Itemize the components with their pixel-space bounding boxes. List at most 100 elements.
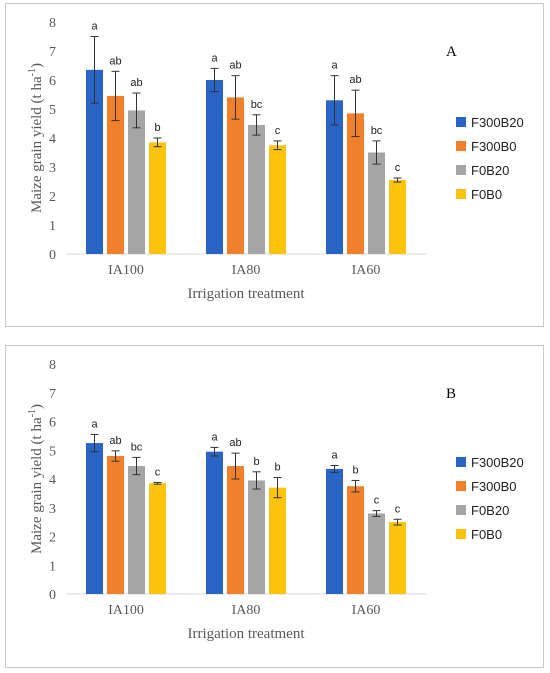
chart-b-legend-swatch [456,457,466,467]
chart-a-significance-letter: a [91,21,98,33]
chart-b-legend-entry: F300B0 [471,479,517,494]
chart-b-bar-f0b0 [149,483,166,594]
chart-a-y-axis-title-main: Maize grain yield ( [29,98,45,213]
chart-panel-b: 0 1 2 3 4 5 6 7 8 IA100 a ab bc c IA80 a ab b b IA60 a b c c Irr… [5,345,544,668]
chart-panel-a: 0 1 2 3 4 5 6 7 8 IA100 a ab ab b IA80 a ab bc c IA60 a ab bc c… [5,3,544,327]
chart-a-bar-f0b0 [389,180,406,254]
chart-a-significance-letter: c [395,162,401,174]
chart-a-significance-letter: a [331,60,338,72]
chart-a-legend-swatch [456,117,466,127]
chart-b-significance-letter: a [91,418,98,430]
chart-b-significance-letter: a [211,431,218,443]
chart-a-significance-letter: ab [349,74,361,86]
chart-a-ytick-label: 5 [49,103,56,118]
chart-b-category-label: IA100 [108,603,144,618]
chart-a-bar-f0b20 [368,152,385,254]
chart-a-bar-f300b20 [326,100,343,254]
chart-a-legend-entry: F0B20 [471,163,509,178]
chart-b-ytick-label: 6 [49,416,56,431]
chart-a-ytick-label: 6 [49,74,56,89]
chart-b-significance-letter: ab [109,435,121,447]
chart-b-ytick-label: 2 [49,531,56,546]
chart-a-svg: 012345678IA100aababbIA80aabbccIA60aabbcc… [27,16,524,302]
chart-b-bar-f300b0 [347,486,364,594]
chart-a-significance-letter: bc [251,99,263,111]
chart-a-category-label: IA80 [232,263,261,278]
chart-a-ytick-label: 1 [49,219,56,234]
chart-a-bar-f300b0 [227,97,244,255]
chart-a-category-label: IA100 [108,263,144,278]
chart-b-y-axis-title-unit: t ha [29,417,45,439]
chart-a-bar-f300b0 [107,95,124,254]
chart-a-legend-swatch [456,165,466,175]
chart-b-ytick-label: 5 [49,444,56,459]
chart-a-y-axis-title-exponent: -1 [27,68,38,76]
chart-a-y-axis-title-close: ) [29,63,45,68]
chart-a-bar-f0b0 [269,145,286,254]
chart-a-bar-f0b20 [248,124,265,254]
chart-b-bar-f300b20 [326,468,343,594]
chart-a-bar-f300b20 [206,80,223,254]
chart-b-bar-f0b0 [389,522,406,594]
chart-b-significance-letter: ab [229,437,241,449]
chart-a-category-label: IA60 [352,263,381,278]
chart-b-bar-f0b20 [368,513,385,594]
chart-a-legend-swatch [456,141,466,151]
chart-b-significance-letter: bc [131,441,143,453]
chart-a-legend-entry: F300B0 [471,139,517,154]
chart-b-significance-letter: a [331,449,338,461]
chart-a-significance-letter: c [275,125,281,137]
chart-b-legend-entry: F0B20 [471,503,509,518]
chart-a-bar-f0b0 [149,142,166,254]
chart-a-significance-letter: a [211,52,218,64]
chart-a-significance-letter: bc [371,125,383,137]
chart-a-ytick-label: 0 [49,248,56,263]
chart-a-bar-f300b20 [86,69,103,254]
chart-b-bar-f300b0 [227,466,244,594]
chart-a-x-axis-title: Irrigation treatment [187,286,305,302]
chart-a-significance-letter: ab [109,55,121,67]
chart-a-ytick-label: 3 [49,161,56,176]
chart-b-bar-f300b0 [107,456,124,594]
chart-b-significance-letter: b [352,464,358,476]
chart-a-ytick-label: 7 [49,45,56,60]
chart-b-bar-f0b20 [248,480,265,594]
chart-b-legend-entry: F300B20 [471,455,524,470]
chart-b-significance-letter: c [155,466,161,478]
chart-b-significance-letter: b [274,462,280,474]
chart-b-panel-label: B [446,386,456,402]
chart-b-ytick-label: 1 [49,559,56,574]
chart-b-bar-f0b20 [128,466,145,594]
chart-a-y-axis-title: Maize grain yield (t ha-1) [27,63,45,213]
chart-a-ytick-label: 8 [49,16,56,31]
chart-a-significance-letter: ab [229,60,241,72]
chart-b-legend-swatch [456,505,466,515]
chart-b-y-axis-title: Maize grain yield (t ha-1) [27,404,45,554]
chart-b-ytick-label: 4 [49,473,56,488]
chart-a-ytick-label: 4 [49,132,56,147]
chart-a-bar-f0b20 [128,110,145,254]
chart-b-legend-swatch [456,529,466,539]
chart-a-panel-label: A [446,44,457,60]
chart-a-legend-swatch [456,189,466,199]
chart-b-y-axis-title-exponent: -1 [27,409,38,417]
chart-b-bar-f300b20 [206,451,223,594]
chart-b-bar-f300b20 [86,443,103,594]
chart-a-significance-letter: ab [130,77,142,89]
chart-b-ytick-label: 8 [49,358,56,373]
chart-a-y-axis-title-unit: t ha [29,76,45,98]
chart-a-legend-entry: F0B0 [471,187,502,202]
chart-b-legend-swatch [456,481,466,491]
chart-b-ytick-label: 7 [49,387,56,402]
chart-b-category-label: IA80 [232,603,261,618]
chart-a-significance-letter: b [154,122,160,134]
chart-b-legend-entry: F0B0 [471,527,502,542]
chart-b-significance-letter: c [395,503,401,515]
chart-a-legend-entry: F300B20 [471,115,524,130]
chart-b-y-axis-title-close: ) [29,404,45,409]
chart-b-bar-f0b0 [269,487,286,594]
chart-b-ytick-label: 3 [49,502,56,517]
chart-a-ytick-label: 2 [49,190,56,205]
chart-b-ytick-label: 0 [49,588,56,603]
